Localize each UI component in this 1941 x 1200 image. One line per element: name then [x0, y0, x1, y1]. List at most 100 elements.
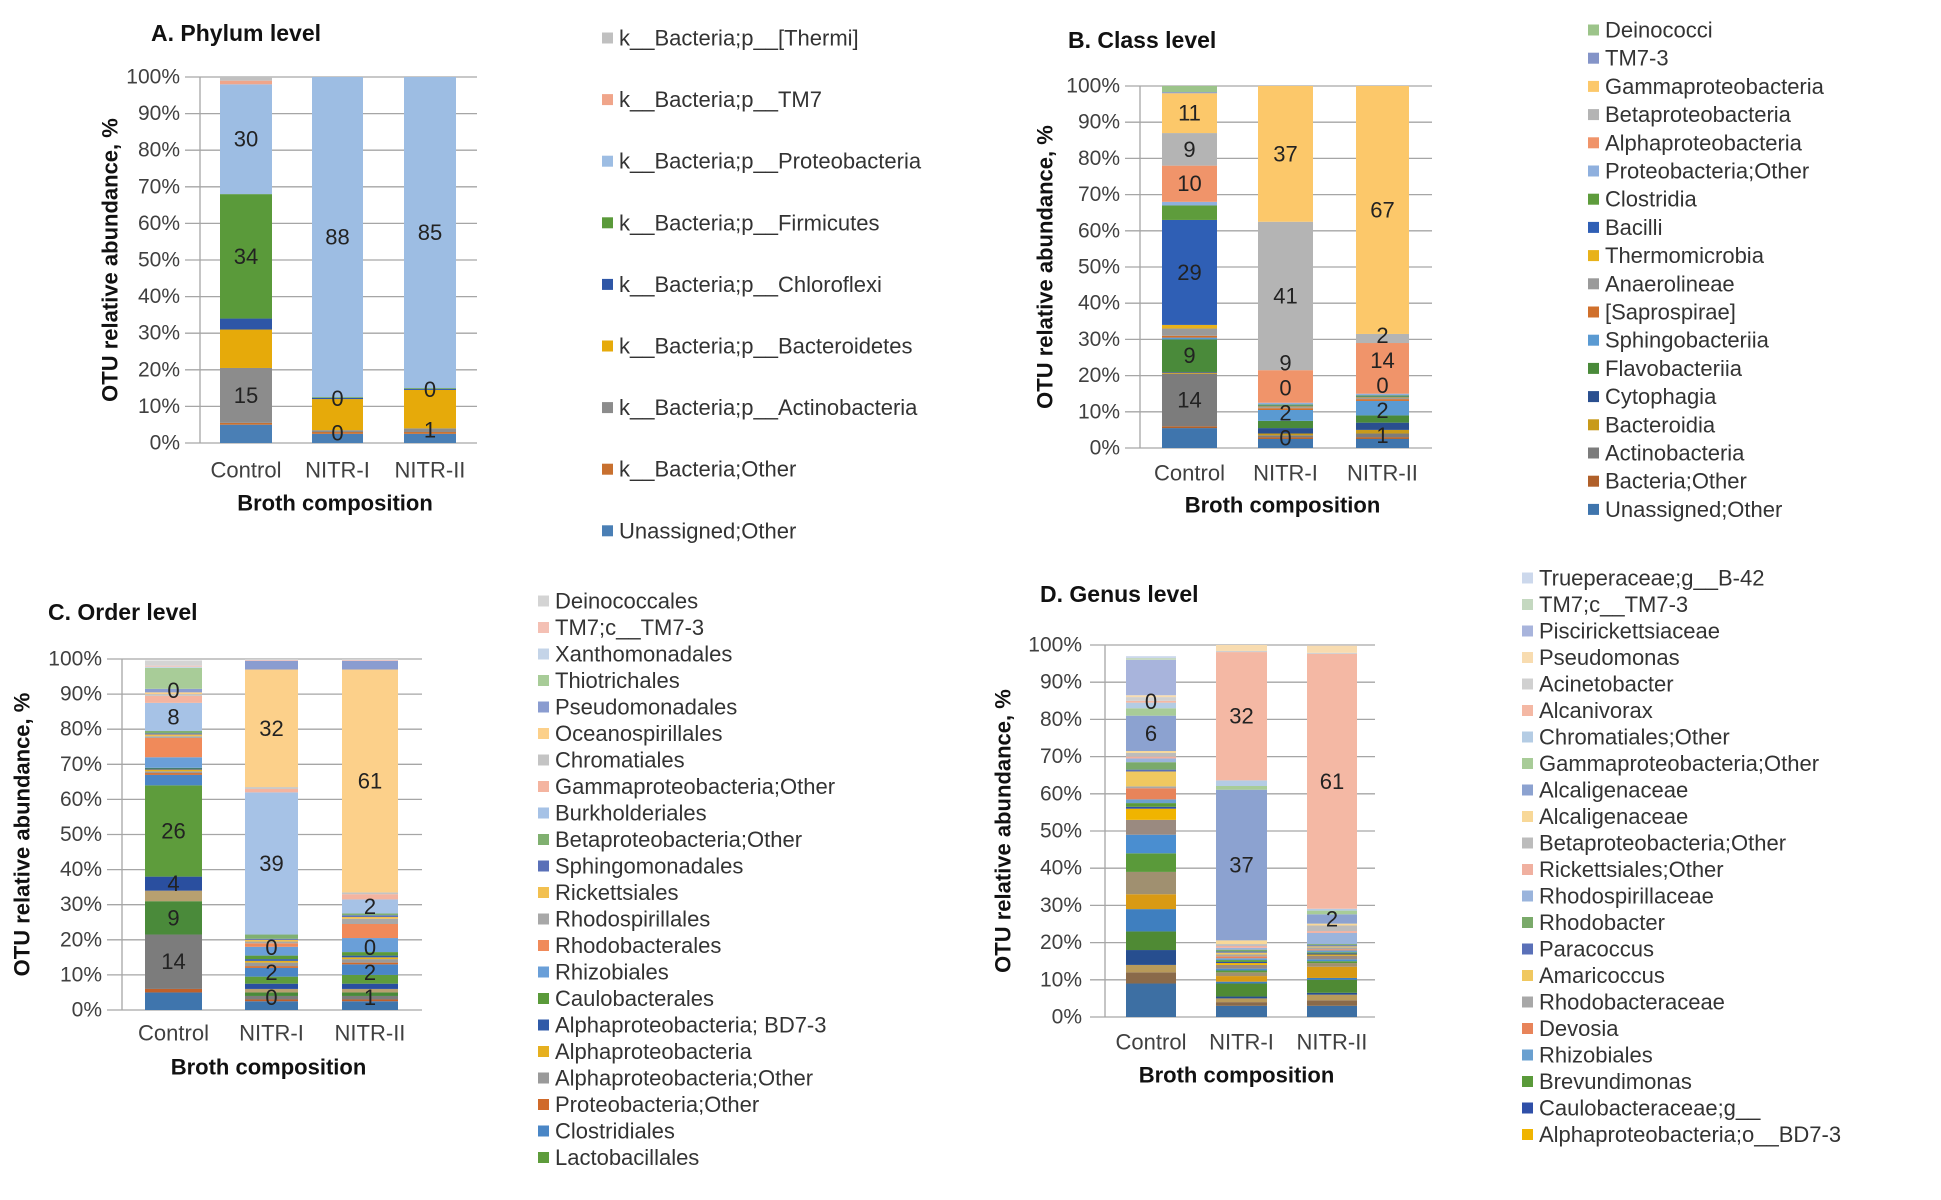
bar-segment	[1258, 407, 1313, 409]
legend-item: Thiotrichales	[538, 668, 680, 693]
legend-item: k__Bacteria;p__TM7	[602, 87, 822, 112]
x-tick-label: NITR-II	[395, 458, 466, 483]
y-axis-title: OTU relative abundance, %	[1033, 125, 1058, 409]
legend-label: Gammaproteobacteria;Other	[555, 774, 835, 799]
y-tick-label: 60%	[1078, 219, 1120, 242]
data-label: 32	[259, 716, 283, 741]
bar-segment	[342, 913, 398, 916]
data-label: 11	[1178, 101, 1201, 126]
bar-segment	[1258, 86, 1313, 222]
y-tick-label: 90%	[138, 102, 180, 125]
data-label: 9	[1279, 351, 1291, 376]
y-tick-label: 100%	[126, 66, 180, 89]
legend-item: Rhodobacterales	[538, 933, 721, 958]
bar-segment	[342, 918, 398, 925]
legend-swatch	[1588, 306, 1599, 318]
legend-item: Xanthomonadales	[538, 642, 732, 667]
y-tick-label: 10%	[60, 963, 102, 986]
y-tick-label: 40%	[1040, 857, 1082, 880]
legend-swatch	[602, 94, 613, 106]
legend-label: Bacteroidia	[1605, 412, 1716, 437]
bar-segment	[145, 901, 202, 935]
data-label: 32	[1229, 704, 1253, 729]
legend-label: Alphaproteobacteria;Other	[555, 1066, 813, 1091]
bar-segment	[342, 974, 398, 984]
bar-segment	[312, 430, 363, 433]
legend-label: Flavobacteriia	[1605, 356, 1743, 381]
legend-label: Gammaproteobacteria	[1605, 74, 1825, 99]
legend-swatch	[1588, 475, 1599, 487]
legend-item: Deinococci	[1588, 18, 1713, 43]
data-label: 0	[1145, 689, 1157, 714]
legend-swatch	[1522, 1129, 1533, 1140]
bar-segment	[145, 695, 202, 703]
legend-label: Deinococci	[1605, 18, 1713, 43]
legend-swatch	[1522, 1023, 1533, 1034]
bar-segment	[342, 955, 398, 958]
legend-swatch	[1522, 1102, 1533, 1114]
legend-swatch	[602, 217, 613, 229]
bar-segment	[342, 660, 398, 661]
y-tick-label: 10%	[1040, 968, 1082, 991]
x-axis-title: Broth composition	[237, 491, 433, 516]
y-tick-label: 30%	[1078, 328, 1120, 351]
legend-swatch	[1588, 193, 1599, 205]
data-label: 1	[1376, 423, 1388, 448]
data-label: 26	[161, 818, 185, 843]
legend-label: Gammaproteobacteria;Other	[1539, 751, 1819, 776]
chart-panel: C. Order level 0% 10% 20% 30% 40% 50% 60% 70% 80%…	[10, 589, 836, 1171]
data-label: 29	[1177, 260, 1201, 285]
bar-segment	[1126, 769, 1176, 772]
legend-item: [Saprospirae]	[1588, 300, 1736, 325]
legend-item: Rhizobiales	[1522, 1043, 1653, 1068]
bar-segment	[145, 688, 202, 693]
y-tick-label: 70%	[60, 753, 102, 776]
legend-swatch	[1588, 24, 1599, 36]
bar-segment	[1258, 406, 1313, 408]
legend-swatch	[1522, 970, 1533, 981]
data-label: 41	[1273, 283, 1297, 308]
bar-segment	[1356, 86, 1409, 334]
bar-segment	[1126, 853, 1176, 872]
bar-segment	[1258, 409, 1313, 421]
bar-segment	[404, 388, 456, 390]
bar-segment	[145, 773, 202, 775]
y-tick-label: 70%	[1040, 745, 1082, 768]
bar-segment	[1216, 652, 1267, 781]
bar-segment	[342, 1001, 398, 1010]
chart-panel: D. Genus level 0% 10% 20% 30% 40% 50% 60% 70% 80%…	[991, 566, 1842, 1148]
bar-segment	[145, 876, 202, 891]
legend-item: Cytophagia	[1588, 384, 1717, 409]
bar-segment	[1307, 1000, 1357, 1006]
bar-segment	[1162, 339, 1217, 372]
data-label: 88	[325, 225, 349, 250]
bar-segment	[404, 433, 456, 443]
bar-segment	[1216, 944, 1267, 946]
bar-segment	[1216, 964, 1267, 969]
data-label: 2	[1376, 323, 1388, 348]
bar-segment	[1126, 708, 1176, 716]
y-tick-label: 100%	[1066, 75, 1120, 98]
legend-label: k__Bacteria;p__Bacteroidetes	[619, 334, 913, 359]
x-tick-label: Control	[1154, 461, 1225, 486]
bar-segment	[1258, 408, 1313, 410]
legend-item: Flavobacteriia	[1588, 356, 1743, 381]
bar-segment	[220, 194, 272, 319]
bar-segment	[145, 767, 202, 769]
legend-item: Betaproteobacteria;Other	[538, 827, 802, 852]
legend-swatch	[602, 402, 613, 414]
legend-item: Pseudomonas	[1522, 645, 1680, 670]
legend-swatch	[538, 1152, 549, 1163]
bar-segment	[1162, 371, 1217, 373]
bar-segment	[1216, 998, 1267, 1003]
data-label: 2	[1376, 398, 1388, 423]
legend-swatch	[538, 913, 549, 925]
bar-segment	[342, 669, 398, 893]
legend-label: TM7-3	[1605, 46, 1669, 71]
bar-segment	[1216, 958, 1267, 961]
x-tick-label: NITR-II	[335, 1021, 406, 1046]
bar-segment	[1216, 947, 1267, 950]
y-tick-label: 50%	[1078, 256, 1120, 279]
x-tick-label: Control	[138, 1021, 209, 1046]
bar-segment	[1258, 437, 1313, 439]
